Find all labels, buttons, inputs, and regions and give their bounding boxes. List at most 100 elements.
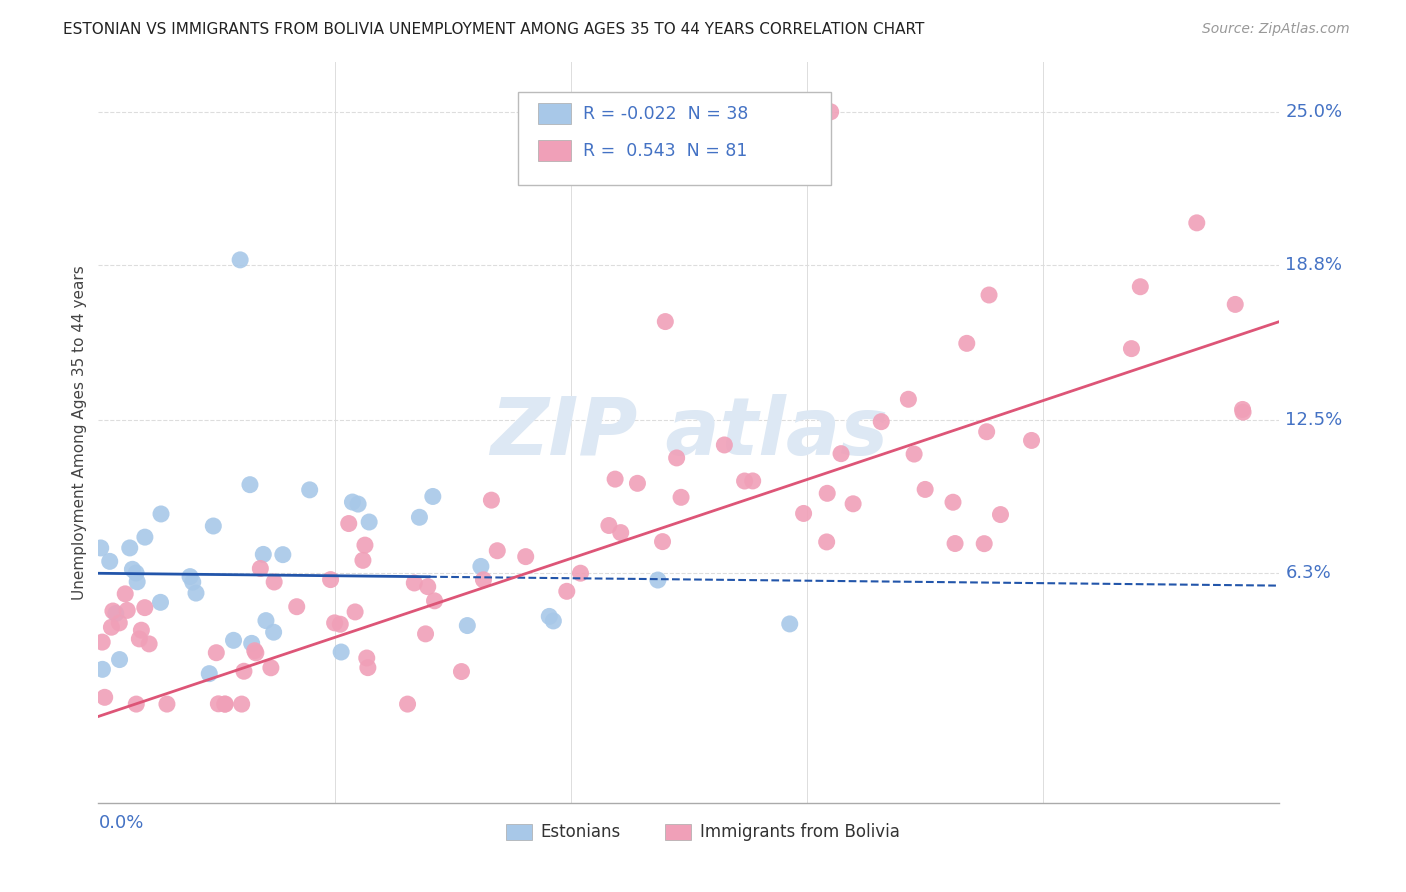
Point bbox=[903, 447, 925, 461]
Point bbox=[271, 548, 294, 562]
Point bbox=[870, 415, 893, 429]
Point bbox=[486, 543, 509, 558]
Point bbox=[263, 625, 285, 640]
Point bbox=[337, 516, 360, 531]
Point bbox=[543, 614, 565, 628]
Point bbox=[260, 661, 283, 675]
Text: 6.3%: 6.3% bbox=[1285, 565, 1331, 582]
Point bbox=[651, 534, 673, 549]
Point bbox=[118, 541, 141, 555]
Point bbox=[184, 586, 207, 600]
Point bbox=[396, 697, 419, 711]
Point bbox=[252, 548, 274, 562]
Point bbox=[128, 632, 150, 646]
Point bbox=[357, 660, 380, 674]
Point bbox=[830, 447, 852, 461]
Point bbox=[100, 620, 122, 634]
Point bbox=[977, 288, 1000, 302]
Point bbox=[134, 530, 156, 544]
Point bbox=[356, 651, 378, 665]
Text: 18.8%: 18.8% bbox=[1285, 256, 1343, 274]
Point bbox=[538, 609, 561, 624]
FancyBboxPatch shape bbox=[665, 823, 692, 840]
Point bbox=[665, 450, 688, 465]
Point bbox=[243, 644, 266, 658]
Point bbox=[330, 645, 353, 659]
Point bbox=[943, 536, 966, 550]
Point bbox=[1232, 405, 1254, 419]
Text: 25.0%: 25.0% bbox=[1285, 103, 1343, 120]
Point bbox=[131, 624, 153, 638]
Point bbox=[408, 510, 430, 524]
Point bbox=[973, 536, 995, 550]
Point bbox=[156, 697, 179, 711]
Point bbox=[342, 495, 364, 509]
Point bbox=[990, 508, 1012, 522]
Point bbox=[1225, 297, 1247, 311]
Text: 0.0%: 0.0% bbox=[98, 814, 143, 832]
Point bbox=[779, 616, 801, 631]
Point bbox=[115, 603, 138, 617]
Point bbox=[416, 580, 439, 594]
Text: ZIP atlas: ZIP atlas bbox=[489, 393, 889, 472]
Point bbox=[104, 607, 127, 621]
Text: ESTONIAN VS IMMIGRANTS FROM BOLIVIA UNEMPLOYMENT AMONG AGES 35 TO 44 YEARS CORRE: ESTONIAN VS IMMIGRANTS FROM BOLIVIA UNEM… bbox=[63, 22, 925, 37]
Point bbox=[138, 637, 160, 651]
Point bbox=[263, 574, 285, 589]
Point bbox=[470, 559, 492, 574]
Point bbox=[472, 573, 495, 587]
Point bbox=[422, 490, 444, 504]
Point bbox=[214, 697, 236, 711]
Point bbox=[654, 315, 676, 329]
Text: R = -0.022  N = 38: R = -0.022 N = 38 bbox=[582, 104, 748, 122]
Point bbox=[603, 472, 626, 486]
Point bbox=[1121, 342, 1143, 356]
Y-axis label: Unemployment Among Ages 35 to 44 years: Unemployment Among Ages 35 to 44 years bbox=[72, 265, 87, 600]
Point bbox=[98, 554, 121, 568]
Point bbox=[569, 566, 592, 581]
Point bbox=[609, 525, 631, 540]
Point bbox=[555, 584, 578, 599]
Point bbox=[415, 627, 437, 641]
Point bbox=[359, 515, 381, 529]
Point bbox=[150, 507, 173, 521]
Point bbox=[207, 697, 229, 711]
Point bbox=[1185, 216, 1208, 230]
Point bbox=[942, 495, 965, 509]
Point bbox=[240, 636, 263, 650]
Point bbox=[214, 697, 236, 711]
Text: Estonians: Estonians bbox=[540, 822, 620, 840]
Point bbox=[108, 652, 131, 666]
Point bbox=[114, 587, 136, 601]
Point bbox=[231, 697, 253, 711]
Point bbox=[134, 600, 156, 615]
Point bbox=[323, 615, 346, 630]
Point bbox=[897, 392, 920, 407]
Point bbox=[319, 573, 342, 587]
Point bbox=[249, 561, 271, 575]
Point bbox=[232, 665, 254, 679]
Point bbox=[1021, 434, 1043, 448]
Point bbox=[91, 635, 114, 649]
Point bbox=[354, 538, 377, 552]
Point bbox=[976, 425, 998, 439]
Point bbox=[101, 604, 124, 618]
Point bbox=[127, 574, 149, 589]
Point bbox=[647, 573, 669, 587]
Point bbox=[793, 507, 815, 521]
Point bbox=[91, 662, 114, 676]
Point bbox=[254, 614, 277, 628]
Point bbox=[344, 605, 367, 619]
Point bbox=[229, 252, 252, 267]
Point bbox=[481, 493, 503, 508]
Point bbox=[285, 599, 308, 614]
Point bbox=[423, 594, 446, 608]
Point bbox=[245, 646, 267, 660]
Point bbox=[202, 519, 225, 533]
Point bbox=[179, 569, 201, 583]
Point bbox=[108, 615, 131, 630]
Point bbox=[121, 562, 143, 576]
Text: 12.5%: 12.5% bbox=[1285, 411, 1343, 429]
Point bbox=[404, 576, 426, 591]
Text: Source: ZipAtlas.com: Source: ZipAtlas.com bbox=[1202, 22, 1350, 37]
